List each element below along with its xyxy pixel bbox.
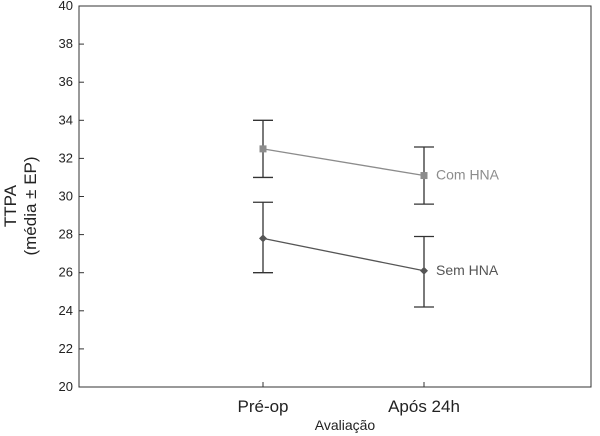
y-tick-label: 30 [59,189,73,204]
y-tick-label: 36 [59,74,73,89]
y-tick-label: 38 [59,36,73,51]
data-point [420,266,428,275]
y-tick-label: 34 [59,112,73,127]
x-tick-label: Pré-op [237,397,288,416]
series-sem-hna: Sem HNA [253,201,499,308]
y-tick-label: 32 [59,150,73,165]
x-axis-title: Avaliação [315,417,376,433]
x-axis: Pré-op Após 24h [237,382,460,416]
series-label: Com HNA [436,167,500,183]
series-label: Sem HNA [436,262,499,278]
y-tick-label: 40 [59,0,73,13]
plot-area [78,5,592,388]
y-tick-label: 22 [59,341,73,356]
y-tick-label: 20 [59,379,73,394]
series-com-hna: Com HNA [253,119,500,205]
y-tick-label: 24 [59,303,73,318]
y-axis-title-line-2: (média ± EP) [21,156,40,255]
series-layer: Com HNA Sem HNA [253,119,500,308]
data-point [259,234,267,243]
y-tick-label: 28 [59,227,73,242]
y-tick-label: 26 [59,265,73,280]
series-line [262,237,425,272]
series-line [262,148,425,177]
y-axis-title-line-1: TTPA [1,184,20,227]
y-axis-title: TTPA (média ± EP) [1,156,40,255]
x-tick-label: Após 24h [388,397,460,416]
y-axis: 20 22 24 26 28 30 32 34 36 38 40 [59,0,84,394]
data-point [259,145,267,153]
data-point [420,172,428,180]
